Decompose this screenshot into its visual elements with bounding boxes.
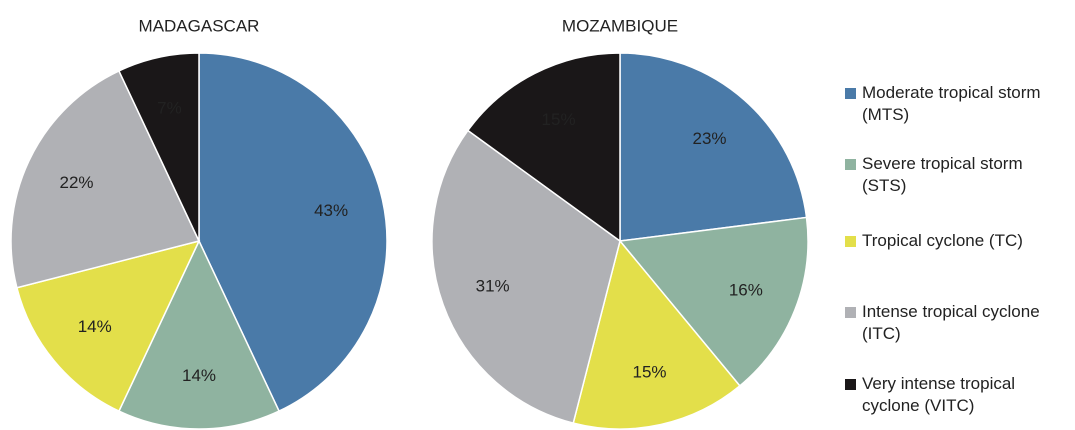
pie-slice xyxy=(117,239,281,430)
data-label: 22% xyxy=(60,173,94,192)
pie-slice xyxy=(198,52,388,413)
legend-label: Tropical cyclone (TC) xyxy=(862,231,1023,250)
chart-title: MOZAMBIQUE xyxy=(562,16,678,35)
pie-slice xyxy=(572,239,741,430)
data-label: 15% xyxy=(633,363,667,382)
pie-slice xyxy=(466,52,621,243)
pie-slice xyxy=(117,52,200,242)
legend-label: Severe tropical storm (STS) xyxy=(862,154,1023,195)
pie-slice xyxy=(618,216,809,387)
data-label: 14% xyxy=(78,317,112,336)
pie-slice xyxy=(619,52,808,242)
data-label: 15% xyxy=(542,110,576,129)
legend-item: Intense tropical cyclone (ITC) xyxy=(845,301,1054,345)
chart-title: MADAGASCAR xyxy=(139,16,260,35)
data-label: 7% xyxy=(157,98,182,117)
legend-item: Tropical cyclone (TC) xyxy=(845,230,1054,252)
pie-slice xyxy=(10,69,201,289)
data-label: 31% xyxy=(476,276,510,295)
legend-item: Moderate tropical storm (MTS) xyxy=(845,82,1054,126)
legend-swatch xyxy=(845,307,856,318)
legend-item: Very intense tropical cyclone (VITC) xyxy=(845,373,1054,417)
pie-slice xyxy=(15,239,201,413)
legend-label: Very intense tropical cyclone (VITC) xyxy=(862,374,1016,415)
legend-label: Intense tropical cyclone (ITC) xyxy=(862,302,1040,343)
legend-swatch xyxy=(845,379,856,390)
legend-item: Severe tropical storm (STS) xyxy=(845,153,1054,197)
legend-label: Moderate tropical storm (MTS) xyxy=(862,83,1041,124)
data-label: 16% xyxy=(729,280,763,299)
legend-swatch xyxy=(845,88,856,99)
data-label: 43% xyxy=(314,201,348,220)
data-label: 14% xyxy=(182,366,216,385)
legend-swatch xyxy=(845,159,856,170)
data-label: 23% xyxy=(692,129,726,148)
pie-slice xyxy=(431,129,621,425)
legend-swatch xyxy=(845,236,856,247)
